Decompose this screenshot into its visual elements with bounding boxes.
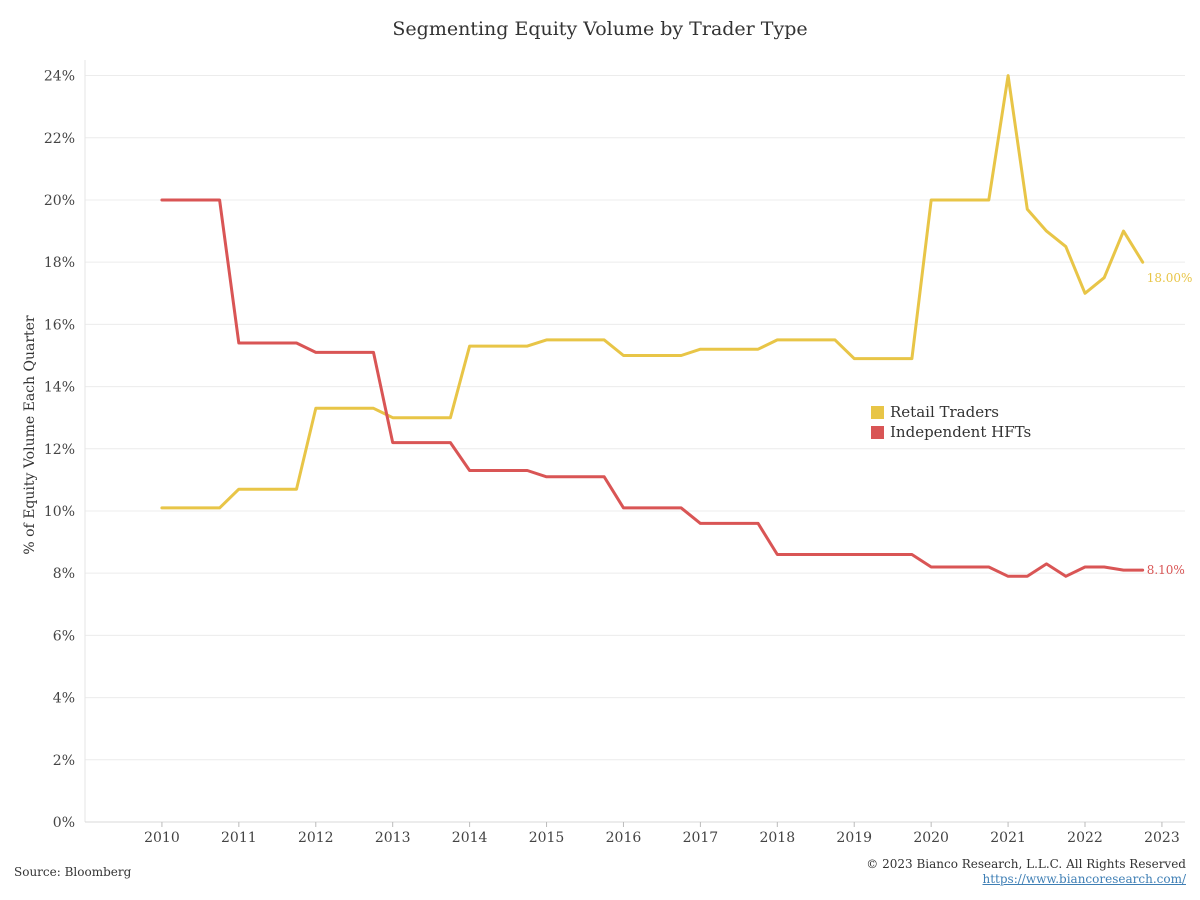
y-tick-label: 20% — [44, 193, 75, 209]
y-tick-label: 18% — [44, 255, 75, 271]
x-tick-label: 2021 — [990, 830, 1026, 846]
x-tick-label: 2017 — [683, 830, 719, 846]
copyright-text: © 2023 Bianco Research, L.L.C. All Right… — [866, 857, 1186, 871]
y-tick-label: 4% — [53, 691, 75, 707]
y-tick-label: 10% — [44, 504, 75, 520]
end-value-label: 8.10% — [1147, 563, 1185, 577]
source-note: Source: Bloomberg — [14, 865, 132, 879]
y-axis-label: % of Equity Volume Each Quarter — [22, 315, 38, 555]
x-tick-label: 2014 — [452, 830, 488, 846]
x-tick-label: 2023 — [1144, 830, 1180, 846]
x-tick-label: 2020 — [913, 830, 949, 846]
gridlines — [85, 75, 1185, 823]
legend-label-hfts: Independent HFTs — [890, 423, 1032, 441]
x-tick-label: 2013 — [375, 830, 411, 846]
y-tick-label: 12% — [44, 442, 75, 458]
y-tick-label: 16% — [44, 317, 75, 333]
series-line-retail-traders — [160, 74, 1145, 510]
legend-item-independent-hfts[interactable]: Independent HFTs — [871, 422, 1031, 442]
x-tick-label: 2011 — [221, 830, 257, 846]
y-tick-label: 0% — [53, 815, 75, 831]
legend-item-retail-traders[interactable]: Retail Traders — [871, 402, 1031, 422]
y-tick-label: 14% — [44, 380, 75, 396]
x-tick-label: 2012 — [298, 830, 334, 846]
legend-label-retail: Retail Traders — [890, 403, 999, 421]
legend-swatch-retail — [871, 405, 884, 419]
end-value-label: 18.00% — [1147, 271, 1193, 285]
y-tick-label: 24% — [44, 69, 75, 85]
x-axis: 2010 2011 2012 2013 2014 2015 2016 2017 2018 2019… — [85, 821, 1185, 846]
y-axis: 0% 2% 4% 6% 8% 10% 12% 14% 16% 18% 20% 22% 24% — [44, 60, 86, 831]
end-labels: 18.00% 8.10% — [1147, 271, 1193, 577]
website-link[interactable]: https://www.biancoresearch.com/ — [982, 872, 1186, 886]
y-tick-label: 2% — [53, 753, 75, 769]
y-tick-label: 6% — [53, 628, 75, 644]
x-tick-label: 2022 — [1067, 830, 1103, 846]
series-lines — [160, 74, 1145, 578]
legend-swatch-hfts — [871, 425, 884, 439]
x-tick-label: 2018 — [759, 830, 795, 846]
legend: Retail Traders Independent HFTs — [871, 402, 1031, 442]
y-tick-label: 8% — [53, 566, 75, 582]
x-tick-label: 2010 — [144, 830, 180, 846]
y-tick-label: 22% — [44, 131, 75, 147]
series-line-independent-hfts — [160, 198, 1145, 578]
copyright-block: © 2023 Bianco Research, L.L.C. All Right… — [866, 857, 1186, 887]
x-tick-label: 2019 — [836, 830, 872, 846]
chart-title: Segmenting Equity Volume by Trader Type — [392, 18, 808, 40]
x-tick-label: 2015 — [529, 830, 565, 846]
x-tick-label: 2016 — [606, 830, 642, 846]
